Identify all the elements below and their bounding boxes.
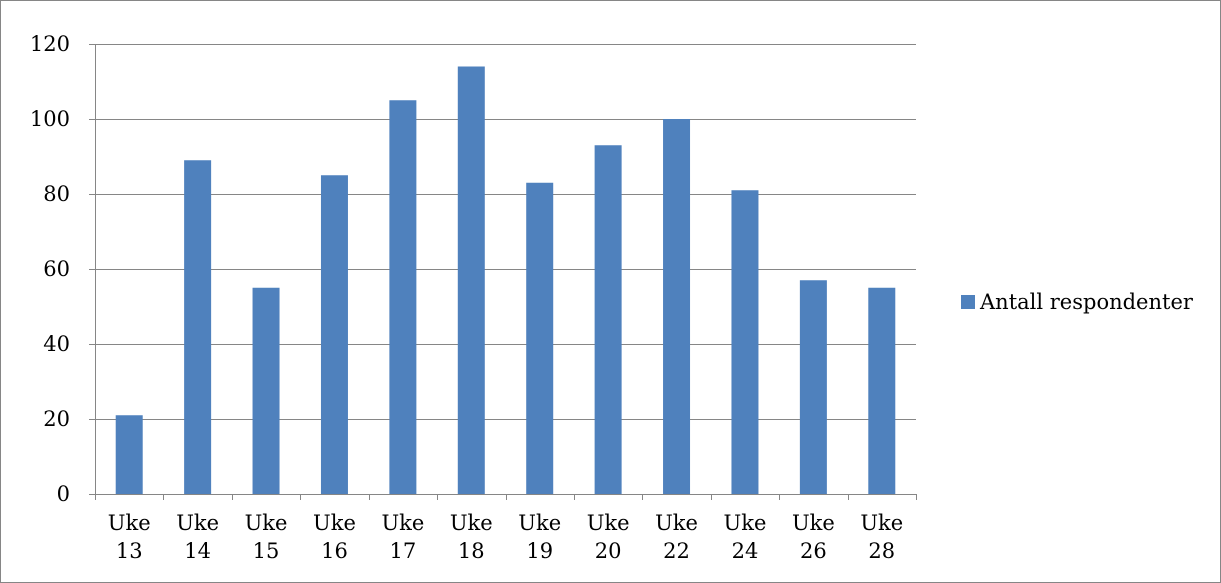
y-tick-label: 60	[43, 257, 70, 281]
x-tick-label: Uke 16	[313, 511, 356, 563]
bar	[320, 175, 348, 494]
gridlines	[89, 44, 916, 420]
x-tick-label: Uke 26	[792, 511, 835, 563]
bar	[663, 119, 691, 494]
y-tick-label: 100	[30, 107, 70, 131]
y-tick-label: 0	[57, 482, 70, 506]
bar	[799, 280, 827, 494]
bar	[457, 66, 485, 494]
x-tick-label: Uke 17	[381, 511, 424, 563]
legend-label: Antall respondenter	[979, 290, 1194, 314]
bar	[594, 145, 622, 494]
x-tick-label: Uke 18	[450, 511, 493, 563]
x-tick-label: Uke 28	[860, 511, 903, 563]
x-tick-labels: Uke 13 Uke 14 Uke 15 Uke 16 Uke 17 Uke 18 Uke 19 Uke 20…	[108, 511, 903, 563]
bar	[389, 100, 417, 494]
axes	[89, 44, 917, 500]
x-tick-label: Uke 20	[587, 511, 630, 563]
legend: Antall respondenter	[961, 290, 1194, 314]
bar	[184, 160, 212, 494]
legend-swatch	[961, 295, 975, 309]
y-tick-label: 40	[43, 332, 70, 356]
x-tick-label: Uke 22	[655, 511, 698, 563]
bar	[526, 182, 554, 494]
y-tick-label: 80	[43, 182, 70, 206]
bars	[115, 66, 896, 494]
x-tick-label: Uke 15	[245, 511, 288, 563]
bar	[731, 190, 759, 494]
y-tick-label: 120	[30, 32, 70, 56]
bar	[115, 415, 143, 494]
x-tick-label: Uke 19	[518, 511, 561, 563]
y-tick-label: 20	[43, 407, 70, 431]
x-tick-label: Uke 13	[108, 511, 151, 563]
bar	[252, 287, 280, 494]
bar	[868, 287, 896, 494]
y-tick-labels: 0 20 40 60 80 100 120	[30, 32, 70, 506]
x-tick-label: Uke 24	[724, 511, 767, 563]
x-tick-label: Uke 14	[176, 511, 219, 563]
